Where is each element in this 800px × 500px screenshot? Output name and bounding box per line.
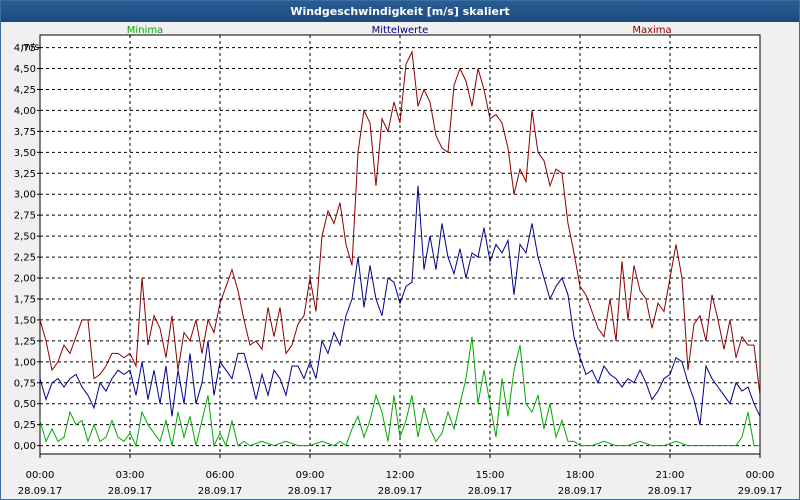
x-tick-time: 00:00: [26, 470, 55, 481]
x-tick-time: 21:00: [656, 470, 685, 481]
x-tick-date: 28.09.17: [558, 486, 603, 497]
legend-mittelwerte: Mittelwerte: [372, 25, 429, 36]
y-tick-label: 0,00: [14, 441, 36, 452]
x-tick-date: 28.09.17: [378, 486, 423, 497]
y-tick-label: 3,00: [14, 190, 36, 201]
y-tick-label: 1,75: [14, 294, 36, 305]
y-tick-label: 2,25: [14, 253, 36, 264]
y-tick-label: 4,25: [14, 85, 36, 96]
legend-maxima: Maxima: [632, 25, 671, 36]
y-tick-label: 3,50: [14, 148, 36, 159]
x-tick-time: 06:00: [206, 470, 235, 481]
series-line-maxima: [39, 50, 761, 396]
x-tick-date: 28.09.17: [468, 486, 513, 497]
y-tick-label: 0,50: [14, 399, 36, 410]
y-tick-label: 4,50: [14, 64, 36, 75]
y-tick-label: 2,75: [14, 211, 36, 222]
x-tick-date: 28.09.17: [288, 486, 333, 497]
y-tick-label: 2,50: [14, 232, 36, 243]
x-tick-date: 29.09.17: [738, 486, 783, 497]
x-tick-time: 15:00: [476, 470, 505, 481]
y-tick-label: 1,50: [14, 315, 36, 326]
x-tick-date: 28.09.17: [198, 486, 243, 497]
x-tick-time: 09:00: [296, 470, 325, 481]
x-tick-time: 00:00: [746, 470, 775, 481]
x-tick-time: 18:00: [566, 470, 595, 481]
y-axis-ticks: 0,00 0,25 0,50 0,75 1,00 1,25 1,50 1,75 2,00 2,25…: [14, 43, 40, 452]
y-tick-label: 4,75: [14, 43, 36, 54]
series-lines: [39, 50, 761, 448]
y-tick-label: 3,75: [14, 127, 36, 138]
x-tick-date: 28.09.17: [648, 486, 693, 497]
y-tick-label: 3,25: [14, 169, 36, 180]
x-tick-time: 03:00: [116, 470, 145, 481]
y-tick-label: 1,00: [14, 357, 36, 368]
y-axis-label: m/s: [21, 42, 39, 53]
x-tick-date: 28.09.17: [18, 486, 63, 497]
x-tick-date: 28.09.17: [108, 486, 153, 497]
grid: [40, 35, 760, 454]
series-line-mittelwerte: [39, 185, 761, 425]
y-tick-label: 4,00: [14, 106, 36, 117]
x-tick-time: 12:00: [386, 470, 415, 481]
y-tick-label: 0,75: [14, 378, 36, 389]
x-axis-ticks: 00:00 28.09.17 03:00 28.09.17 06:00 28.09.17 0…: [18, 454, 783, 497]
y-tick-label: 1,25: [14, 336, 36, 347]
series-line-minima: [39, 336, 760, 448]
y-tick-label: 0,25: [14, 420, 36, 431]
window-title: Windgeschwindigkeit [m/s] skaliert: [1, 1, 799, 22]
legend-minima: Minima: [127, 25, 163, 36]
y-tick-label: 2,00: [14, 274, 36, 285]
